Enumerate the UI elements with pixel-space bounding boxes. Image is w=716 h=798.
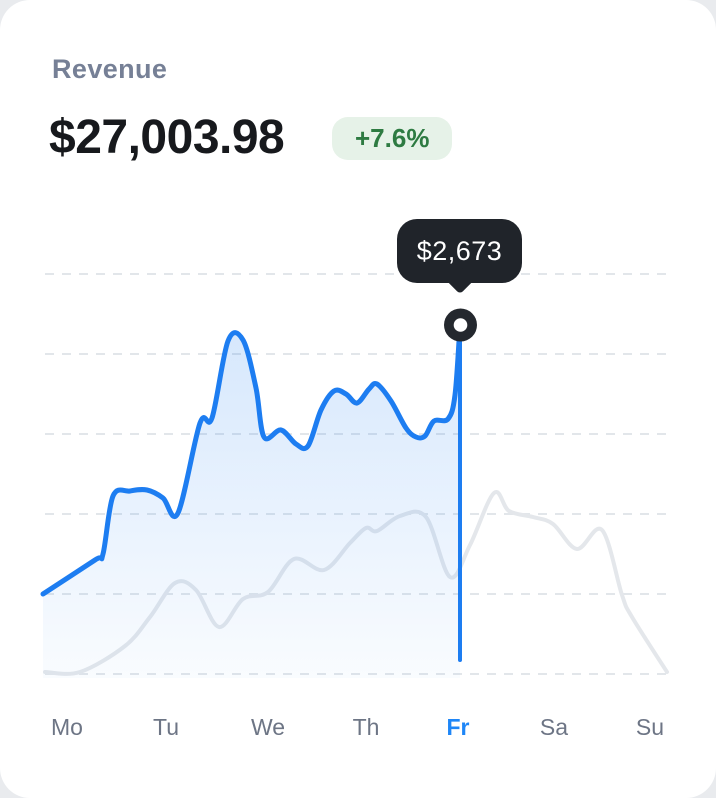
axis-label-tu[interactable]: Tu: [153, 714, 179, 740]
revenue-line[interactable]: [40, 322, 463, 597]
revenue-amount: $27,003.98: [49, 111, 285, 164]
axis-label-we[interactable]: We: [250, 714, 286, 740]
highlight-group[interactable]: [444, 308, 477, 662]
axis-label-sa[interactable]: Sa: [539, 714, 569, 740]
axis-label-fr[interactable]: Fr: [446, 714, 470, 740]
change-badge: +7.6%: [332, 117, 453, 160]
current-period-series: [40, 322, 463, 678]
axis-label-th[interactable]: Th: [352, 714, 380, 740]
revenue-area: [43, 325, 460, 678]
day-axis: Mo Tu We Th Fr Sa Su: [0, 714, 716, 748]
highlight-marker-center-icon: [453, 318, 468, 332]
tooltip-value: $2,673: [416, 235, 503, 266]
card-title: Revenue: [52, 54, 168, 84]
value-tooltip: $2,673: [397, 219, 522, 295]
axis-label-mo[interactable]: Mo: [51, 714, 83, 740]
axis-label-su[interactable]: Su: [635, 714, 665, 740]
